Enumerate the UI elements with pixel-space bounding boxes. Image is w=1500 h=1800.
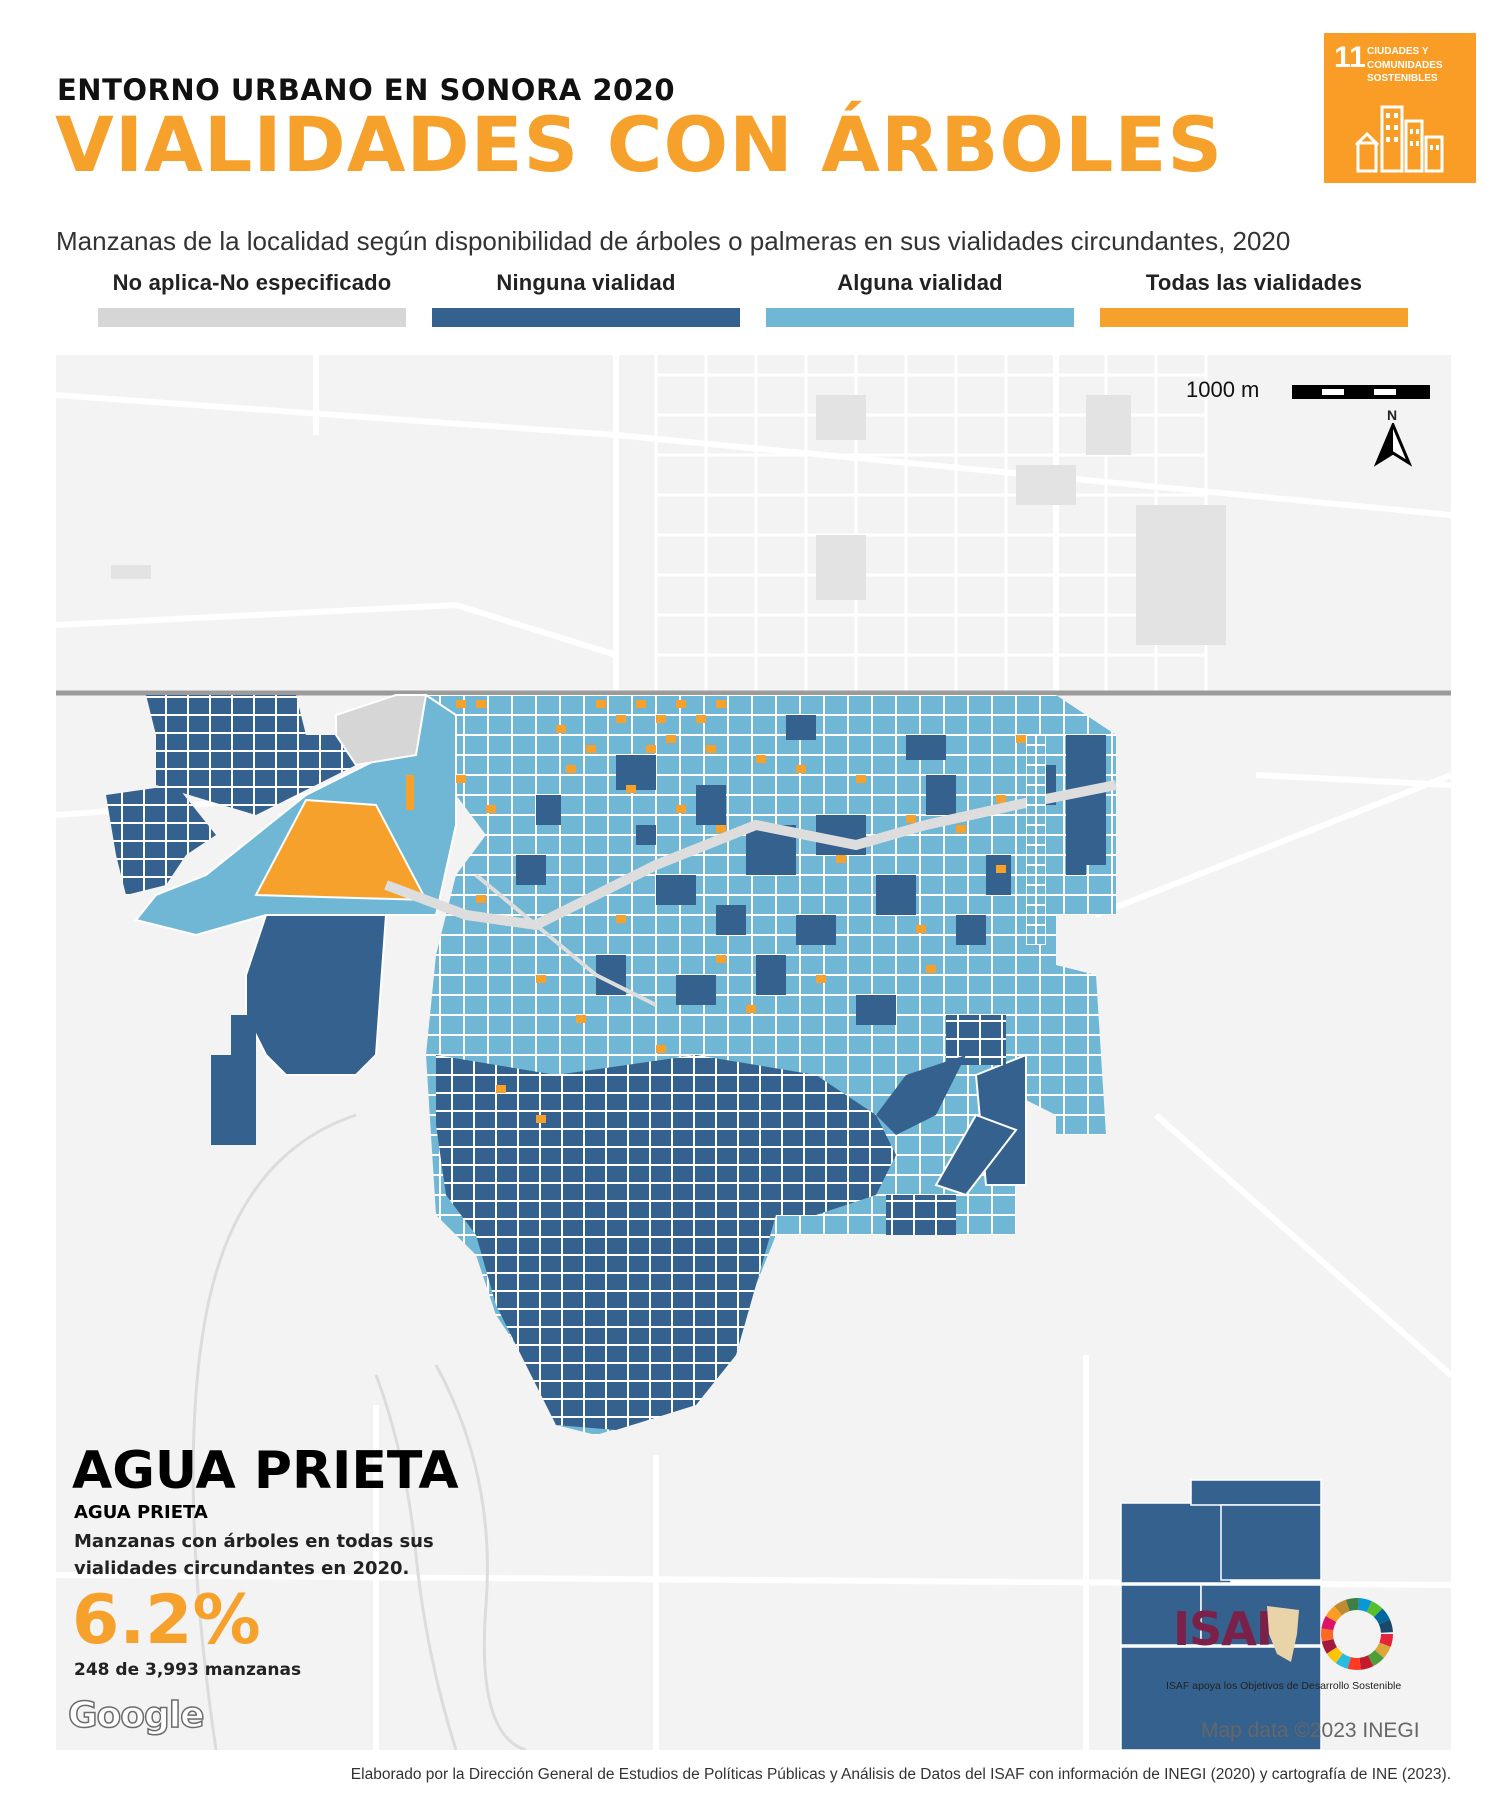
sdg-wheel-icon [1321,1598,1393,1671]
legend-label: Ninguna vialidad [496,270,676,295]
sdg-11-badge: 11 CIUDADES Y COMUNIDADES SOSTENIBLES [1324,33,1476,183]
block-east-diagonal [934,1113,1018,1197]
legend-swatch [432,308,740,327]
block-gray [335,694,428,767]
blocks-west-dark [146,695,356,815]
locality-name: AGUA PRIETA [74,1502,208,1523]
block-east-dark [946,1015,1006,1065]
block-southwest-strip [211,1055,256,1145]
place-title: AGUA PRIETA [72,1441,459,1501]
block-east-dark [1066,775,1086,875]
scale-label: 1000 m [1186,377,1260,402]
north-label: N [1387,407,1398,423]
indicator-percent: 6.2% [72,1581,261,1660]
block-east-dark [886,1195,956,1235]
map-canvas [56,355,1451,1750]
blocks-southwest-dark [245,914,388,1076]
legend-swatch [766,308,1074,327]
basemap-city-grid [654,355,1208,695]
legend-swatch [98,308,406,327]
footer-credit: Elaborado por la Dirección General de Es… [350,1766,1451,1783]
page-title: VIALIDADES CON ÁRBOLES [55,100,1224,189]
legend-label: Alguna vialidad [837,270,1003,295]
choropleth-map[interactable]: 1000 m N AGUA PRIETA AGUA PRIETA Manzana… [56,355,1451,1750]
north-arrow-icon: N [1371,407,1415,467]
map-attribution: Map data ©2023 INEGI [1201,1719,1420,1742]
indicator-count: 248 de 3,993 manzanas [74,1660,302,1680]
page-subtitle: Manzanas de la localidad según disponibi… [56,226,1291,256]
legend-label: Todas las vialidades [1145,270,1363,295]
sdg-number: 11 [1334,41,1366,74]
basemap-blocks [111,395,1226,645]
sdg-text: CIUDADES Y COMUNIDADES SOSTENIBLES [1367,46,1443,84]
road-diagonal [474,873,657,1007]
indicator-description: Manzanas con árboles en todas sus vialid… [74,1531,434,1579]
legend-label: No aplica-No especificado [112,270,392,295]
legend-swatch [1100,308,1408,327]
legend-item-ninguna: Ninguna vialidad [432,270,740,328]
block-east-dark [1086,825,1106,865]
basemap-streets [56,355,1451,1750]
google-logo: Google [67,1694,205,1737]
basemap-rivers [191,1113,527,1750]
isaf-logo: ISAF [1163,1578,1433,1710]
legend-item-alguna: Alguna vialidad [766,270,1074,328]
isaf-tagline: ISAF apoya los Objetivos de Desarrollo S… [1166,1680,1402,1692]
kicker-title: ENTORNO URBANO EN SONORA 2020 [57,73,676,107]
legend-item-todas: Todas las vialidades [1100,270,1408,328]
block-east-strip [1026,735,1046,945]
scale-graphic [1292,385,1430,399]
highway [384,780,1117,931]
city-blocks [106,693,1117,1435]
sonora-map-icon [1267,1606,1299,1662]
city-buildings-icon [1354,105,1444,173]
inset-map-blocks [1120,1479,1322,1750]
block-southwest-strip [231,1015,256,1055]
block-southeast-dark [876,1055,966,1135]
blocks-south-dark [436,1055,896,1430]
legend-item-no-aplica: No aplica-No especificado [98,270,406,328]
blocks-far-west [106,785,216,895]
